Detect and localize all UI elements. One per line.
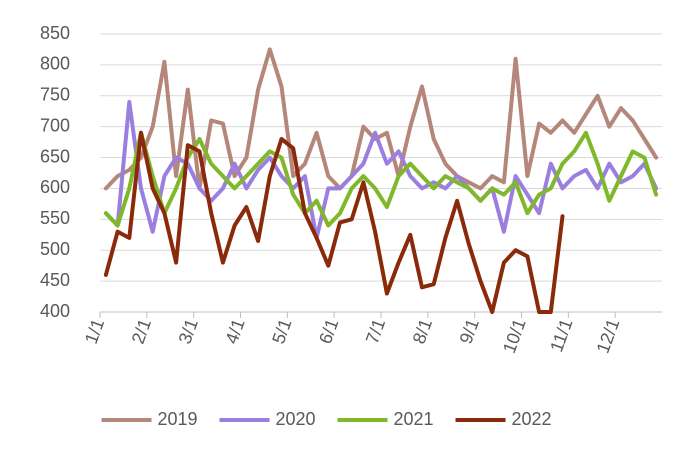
y-tick-label: 550 — [40, 208, 70, 228]
x-tick-label: 11/1 — [546, 316, 576, 355]
x-tick-label: 12/1 — [593, 316, 624, 356]
y-tick-label: 800 — [40, 54, 70, 74]
legend-label: 2020 — [276, 409, 316, 429]
legend-label: 2022 — [512, 409, 552, 429]
x-tick-label: 6/1 — [315, 316, 342, 346]
x-tick-label: 7/1 — [362, 316, 389, 346]
legend: 2019 2020 2021 2022 — [101, 409, 552, 429]
y-tick-label: 500 — [40, 239, 70, 259]
x-tick-label: 5/1 — [268, 316, 295, 346]
x-tick-label: 4/1 — [221, 316, 248, 346]
x-tick-label: 8/1 — [409, 316, 436, 346]
legend-label: 2021 — [394, 409, 434, 429]
x-tick-label: 1/1 — [81, 316, 108, 346]
legend-label: 2019 — [158, 409, 198, 429]
series-line — [103, 130, 565, 314]
x-tick-label: 10/1 — [499, 316, 530, 356]
x-tick-label: 2/1 — [128, 316, 155, 346]
y-tick-label: 450 — [40, 270, 70, 290]
x-tick-label: 3/1 — [175, 316, 202, 346]
series-line — [103, 100, 659, 240]
y-tick-label: 700 — [40, 115, 70, 135]
y-tick-label: 400 — [40, 301, 70, 321]
x-tick-label: 9/1 — [456, 316, 483, 346]
series-line — [103, 47, 659, 191]
series-line — [103, 130, 659, 228]
y-tick-label: 750 — [40, 85, 70, 105]
y-tick-label: 600 — [40, 177, 70, 197]
y-tick-label: 850 — [40, 23, 70, 43]
y-tick-label: 650 — [40, 146, 70, 166]
